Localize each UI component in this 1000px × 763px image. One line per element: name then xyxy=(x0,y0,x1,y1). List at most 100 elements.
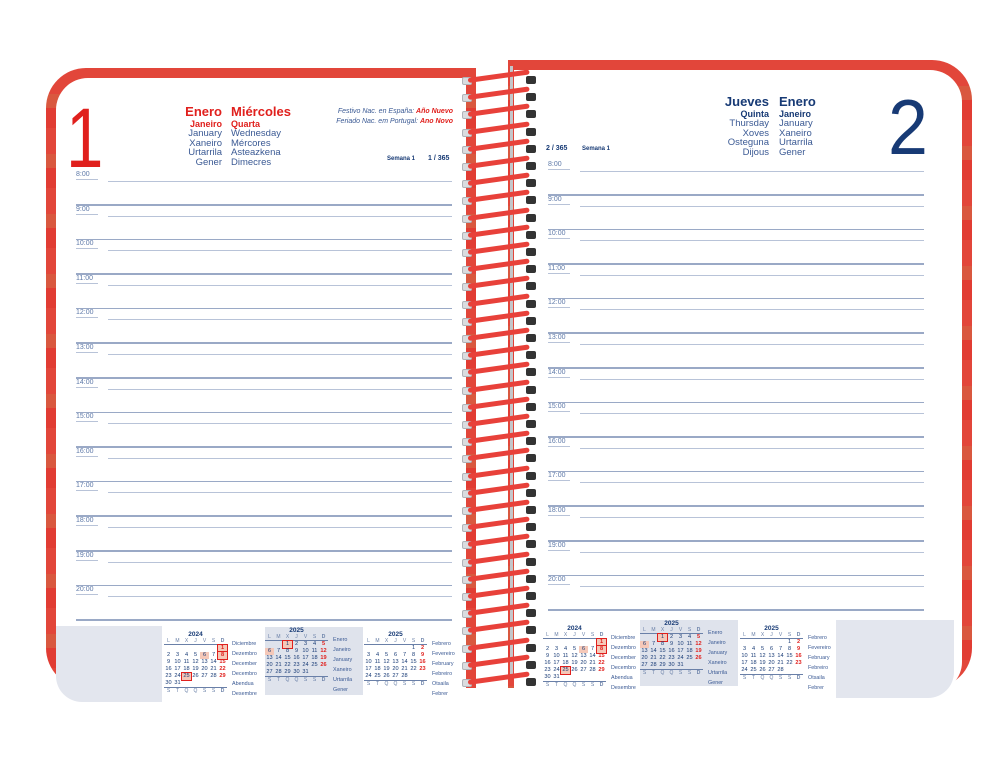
calendar-day[interactable]: 17 xyxy=(174,666,181,672)
calendar-day[interactable]: 16 xyxy=(293,655,300,661)
calendar-day[interactable]: 23 xyxy=(165,673,172,679)
calendar-day[interactable]: 23 xyxy=(544,667,551,673)
calendar-day[interactable]: 22 xyxy=(786,660,793,666)
calendar-day[interactable]: 24 xyxy=(553,667,560,673)
calendar-day[interactable]: 14 xyxy=(650,648,657,654)
calendar-day[interactable]: 5 xyxy=(696,634,701,640)
calendar-day[interactable]: 19 xyxy=(320,655,327,661)
calendar-day[interactable]: 29 xyxy=(284,669,291,675)
calendar-day[interactable]: 14 xyxy=(777,653,784,659)
calendar-day[interactable]: 3 xyxy=(303,641,308,647)
calendar-day[interactable]: 10 xyxy=(741,653,748,659)
calendar-day[interactable]: 19 xyxy=(192,666,199,672)
calendar-day[interactable]: 26 xyxy=(695,655,702,661)
calendar-day[interactable]: 7 xyxy=(651,641,656,647)
calendar-day[interactable]: 10 xyxy=(677,641,684,647)
hour-row[interactable]: 20:00 xyxy=(548,576,924,611)
calendar-day[interactable]: 1 xyxy=(411,645,416,651)
calendar-day[interactable]: 7 xyxy=(211,652,216,658)
calendar-day[interactable]: 12 xyxy=(192,659,199,665)
calendar-day[interactable]: 8 xyxy=(660,641,665,647)
calendar-day[interactable]: 26 xyxy=(192,673,199,679)
calendar-day[interactable]: 15 xyxy=(284,655,291,661)
calendar-day[interactable]: 28 xyxy=(401,673,408,679)
calendar-day[interactable]: 20 xyxy=(641,655,648,661)
calendar-day[interactable]: 14 xyxy=(589,653,596,659)
calendar-day[interactable]: 8 xyxy=(596,645,607,654)
calendar-day[interactable]: 4 xyxy=(375,652,380,658)
calendar-day[interactable]: 7 xyxy=(276,648,281,654)
hour-row[interactable]: 14:00 xyxy=(76,379,452,414)
calendar-day[interactable]: 23 xyxy=(668,655,675,661)
calendar-day[interactable]: 18 xyxy=(311,655,318,661)
calendar-day[interactable]: 11 xyxy=(374,659,381,665)
calendar-day[interactable]: 17 xyxy=(741,660,748,666)
calendar-day[interactable]: 9 xyxy=(669,641,674,647)
calendar-day[interactable]: 11 xyxy=(686,641,693,647)
calendar-day[interactable]: 4 xyxy=(563,646,568,652)
calendar-day[interactable]: 8 xyxy=(411,652,416,658)
calendar-day[interactable]: 24 xyxy=(174,673,181,679)
calendar-day[interactable]: 4 xyxy=(312,641,317,647)
calendar-day[interactable]: 31 xyxy=(553,674,560,680)
calendar-day[interactable]: 24 xyxy=(677,655,684,661)
calendar-day[interactable]: 13 xyxy=(266,655,273,661)
calendar-day[interactable]: 19 xyxy=(759,660,766,666)
calendar-day[interactable]: 17 xyxy=(365,666,372,672)
calendar-day[interactable]: 5 xyxy=(321,641,326,647)
hour-row[interactable]: 11:00 xyxy=(548,265,924,300)
calendar-day[interactable]: 26 xyxy=(383,673,390,679)
calendar-day[interactable]: 12 xyxy=(320,648,327,654)
calendar-day[interactable]: 1 xyxy=(657,633,668,642)
hour-row[interactable]: 13:00 xyxy=(548,334,924,369)
hour-row[interactable]: 8:00 xyxy=(76,171,452,206)
calendar-day[interactable]: 18 xyxy=(183,666,190,672)
calendar-day[interactable]: 22 xyxy=(410,666,417,672)
calendar-day[interactable]: 25 xyxy=(560,666,571,675)
calendar-day[interactable]: 30 xyxy=(293,669,300,675)
calendar-day[interactable]: 3 xyxy=(175,652,180,658)
calendar-day[interactable]: 25 xyxy=(374,673,381,679)
calendar-day[interactable]: 30 xyxy=(544,674,551,680)
calendar-day[interactable]: 19 xyxy=(695,648,702,654)
calendar-day[interactable]: 25 xyxy=(686,655,693,661)
calendar-day[interactable]: 8 xyxy=(285,648,290,654)
calendar-day[interactable]: 14 xyxy=(275,655,282,661)
calendar-day[interactable]: 31 xyxy=(302,669,309,675)
calendar-day[interactable]: 28 xyxy=(275,669,282,675)
calendar-day[interactable]: 1 xyxy=(282,640,293,649)
calendar-day[interactable]: 21 xyxy=(401,666,408,672)
calendar-day[interactable]: 24 xyxy=(302,662,309,668)
calendar-day[interactable]: 23 xyxy=(795,660,802,666)
calendar-day[interactable]: 22 xyxy=(659,655,666,661)
calendar-day[interactable]: 2 xyxy=(166,652,171,658)
calendar-day[interactable]: 27 xyxy=(768,667,775,673)
calendar-day[interactable]: 13 xyxy=(768,653,775,659)
calendar-day[interactable]: 6 xyxy=(200,652,209,659)
hour-row[interactable]: 15:00 xyxy=(548,403,924,438)
hour-row[interactable]: 9:00 xyxy=(548,196,924,231)
hour-row[interactable]: 9:00 xyxy=(76,206,452,241)
hour-row[interactable]: 13:00 xyxy=(76,344,452,379)
calendar-day[interactable]: 8 xyxy=(787,646,792,652)
calendar-day[interactable]: 19 xyxy=(383,666,390,672)
calendar-day[interactable]: 22 xyxy=(598,660,605,666)
calendar-day[interactable]: 15 xyxy=(410,659,417,665)
hour-row[interactable]: 19:00 xyxy=(76,552,452,587)
hour-row[interactable]: 17:00 xyxy=(76,482,452,517)
calendar-day[interactable]: 13 xyxy=(201,659,208,665)
calendar-day[interactable]: 20 xyxy=(580,660,587,666)
calendar-day[interactable]: 29 xyxy=(598,667,605,673)
calendar-day[interactable]: 21 xyxy=(777,660,784,666)
calendar-day[interactable]: 17 xyxy=(677,648,684,654)
hour-row[interactable]: 8:00 xyxy=(548,161,924,196)
calendar-day[interactable]: 27 xyxy=(641,662,648,668)
calendar-day[interactable]: 10 xyxy=(365,659,372,665)
calendar-day[interactable]: 25 xyxy=(750,667,757,673)
calendar-day[interactable]: 7 xyxy=(590,646,595,652)
calendar-day[interactable]: 16 xyxy=(795,653,802,659)
calendar-day[interactable]: 2 xyxy=(796,639,801,645)
calendar-day[interactable]: 31 xyxy=(677,662,684,668)
calendar-day[interactable]: 12 xyxy=(571,653,578,659)
calendar-day[interactable]: 13 xyxy=(392,659,399,665)
